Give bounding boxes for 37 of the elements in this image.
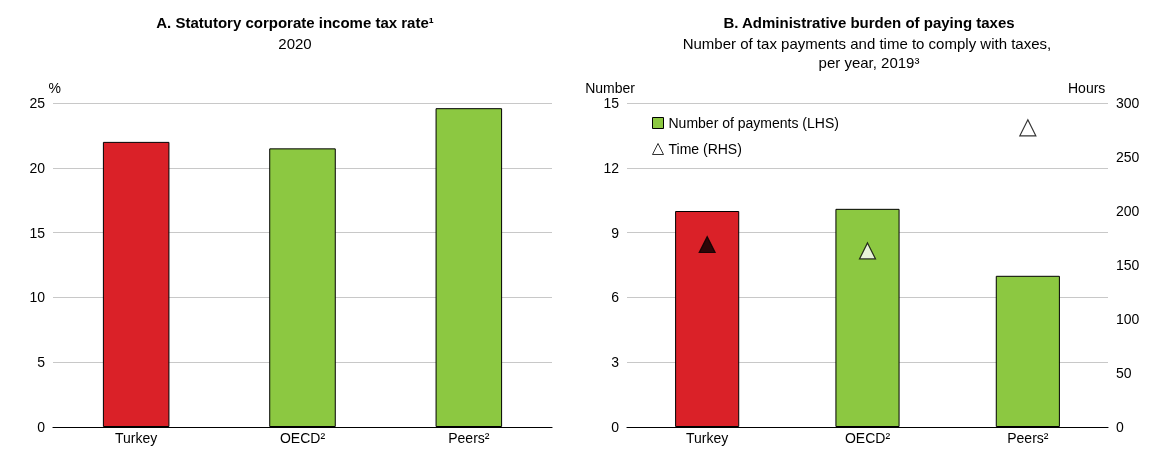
x-tick-label: Turkey <box>115 430 158 446</box>
chart-subtitle: Number of tax payments and time to comply with taxes, per year, 2019³ <box>682 35 1056 71</box>
y2-tick-label: 0 <box>1116 419 1124 435</box>
y-tick-label: 5 <box>37 354 46 371</box>
y2-tick-label: 50 <box>1116 365 1132 381</box>
y-axis-title: % <box>48 80 61 96</box>
point <box>1019 119 1037 137</box>
y-axis-title: Number <box>585 80 636 96</box>
x-tick-label: Peers² <box>1007 430 1049 446</box>
y2-tick-label: 250 <box>1116 149 1140 165</box>
point <box>858 242 877 260</box>
chart-subtitle: 2020 <box>278 35 312 52</box>
y-tick-label: 6 <box>611 289 620 306</box>
y-tick-label: 15 <box>603 95 620 111</box>
x-tick-label: Peers² <box>448 430 490 446</box>
y2-tick-label: 100 <box>1116 311 1140 327</box>
y-tick-label: 10 <box>29 289 46 306</box>
y-tick-label: 25 <box>29 95 46 111</box>
legend-label: Number of payments (LHS) <box>668 115 839 131</box>
x-tick-label: OECD² <box>844 430 891 446</box>
y2-tick-label: 150 <box>1116 257 1140 273</box>
y2-axis-title: Hours <box>1068 80 1106 96</box>
y2-tick-label: 300 <box>1116 95 1140 111</box>
y-tick-label: 9 <box>611 224 620 241</box>
y-tick-label: 0 <box>37 419 46 435</box>
chart-title: A. Statutory corporate income tax rate¹ <box>156 14 434 31</box>
y-tick-label: 15 <box>29 224 46 241</box>
y-tick-label: 0 <box>611 419 620 435</box>
y-tick-label: 3 <box>611 354 620 371</box>
y2-tick-label: 200 <box>1116 203 1140 219</box>
y-tick-label: 20 <box>29 159 46 176</box>
legend-label: Time (RHS) <box>668 141 742 157</box>
x-tick-label: OECD² <box>279 430 326 446</box>
y-tick-label: 12 <box>603 159 620 176</box>
point <box>698 235 716 254</box>
chart-title: B. Administrative burden of paying taxes <box>723 14 1015 31</box>
x-tick-label: Turkey <box>686 430 729 446</box>
